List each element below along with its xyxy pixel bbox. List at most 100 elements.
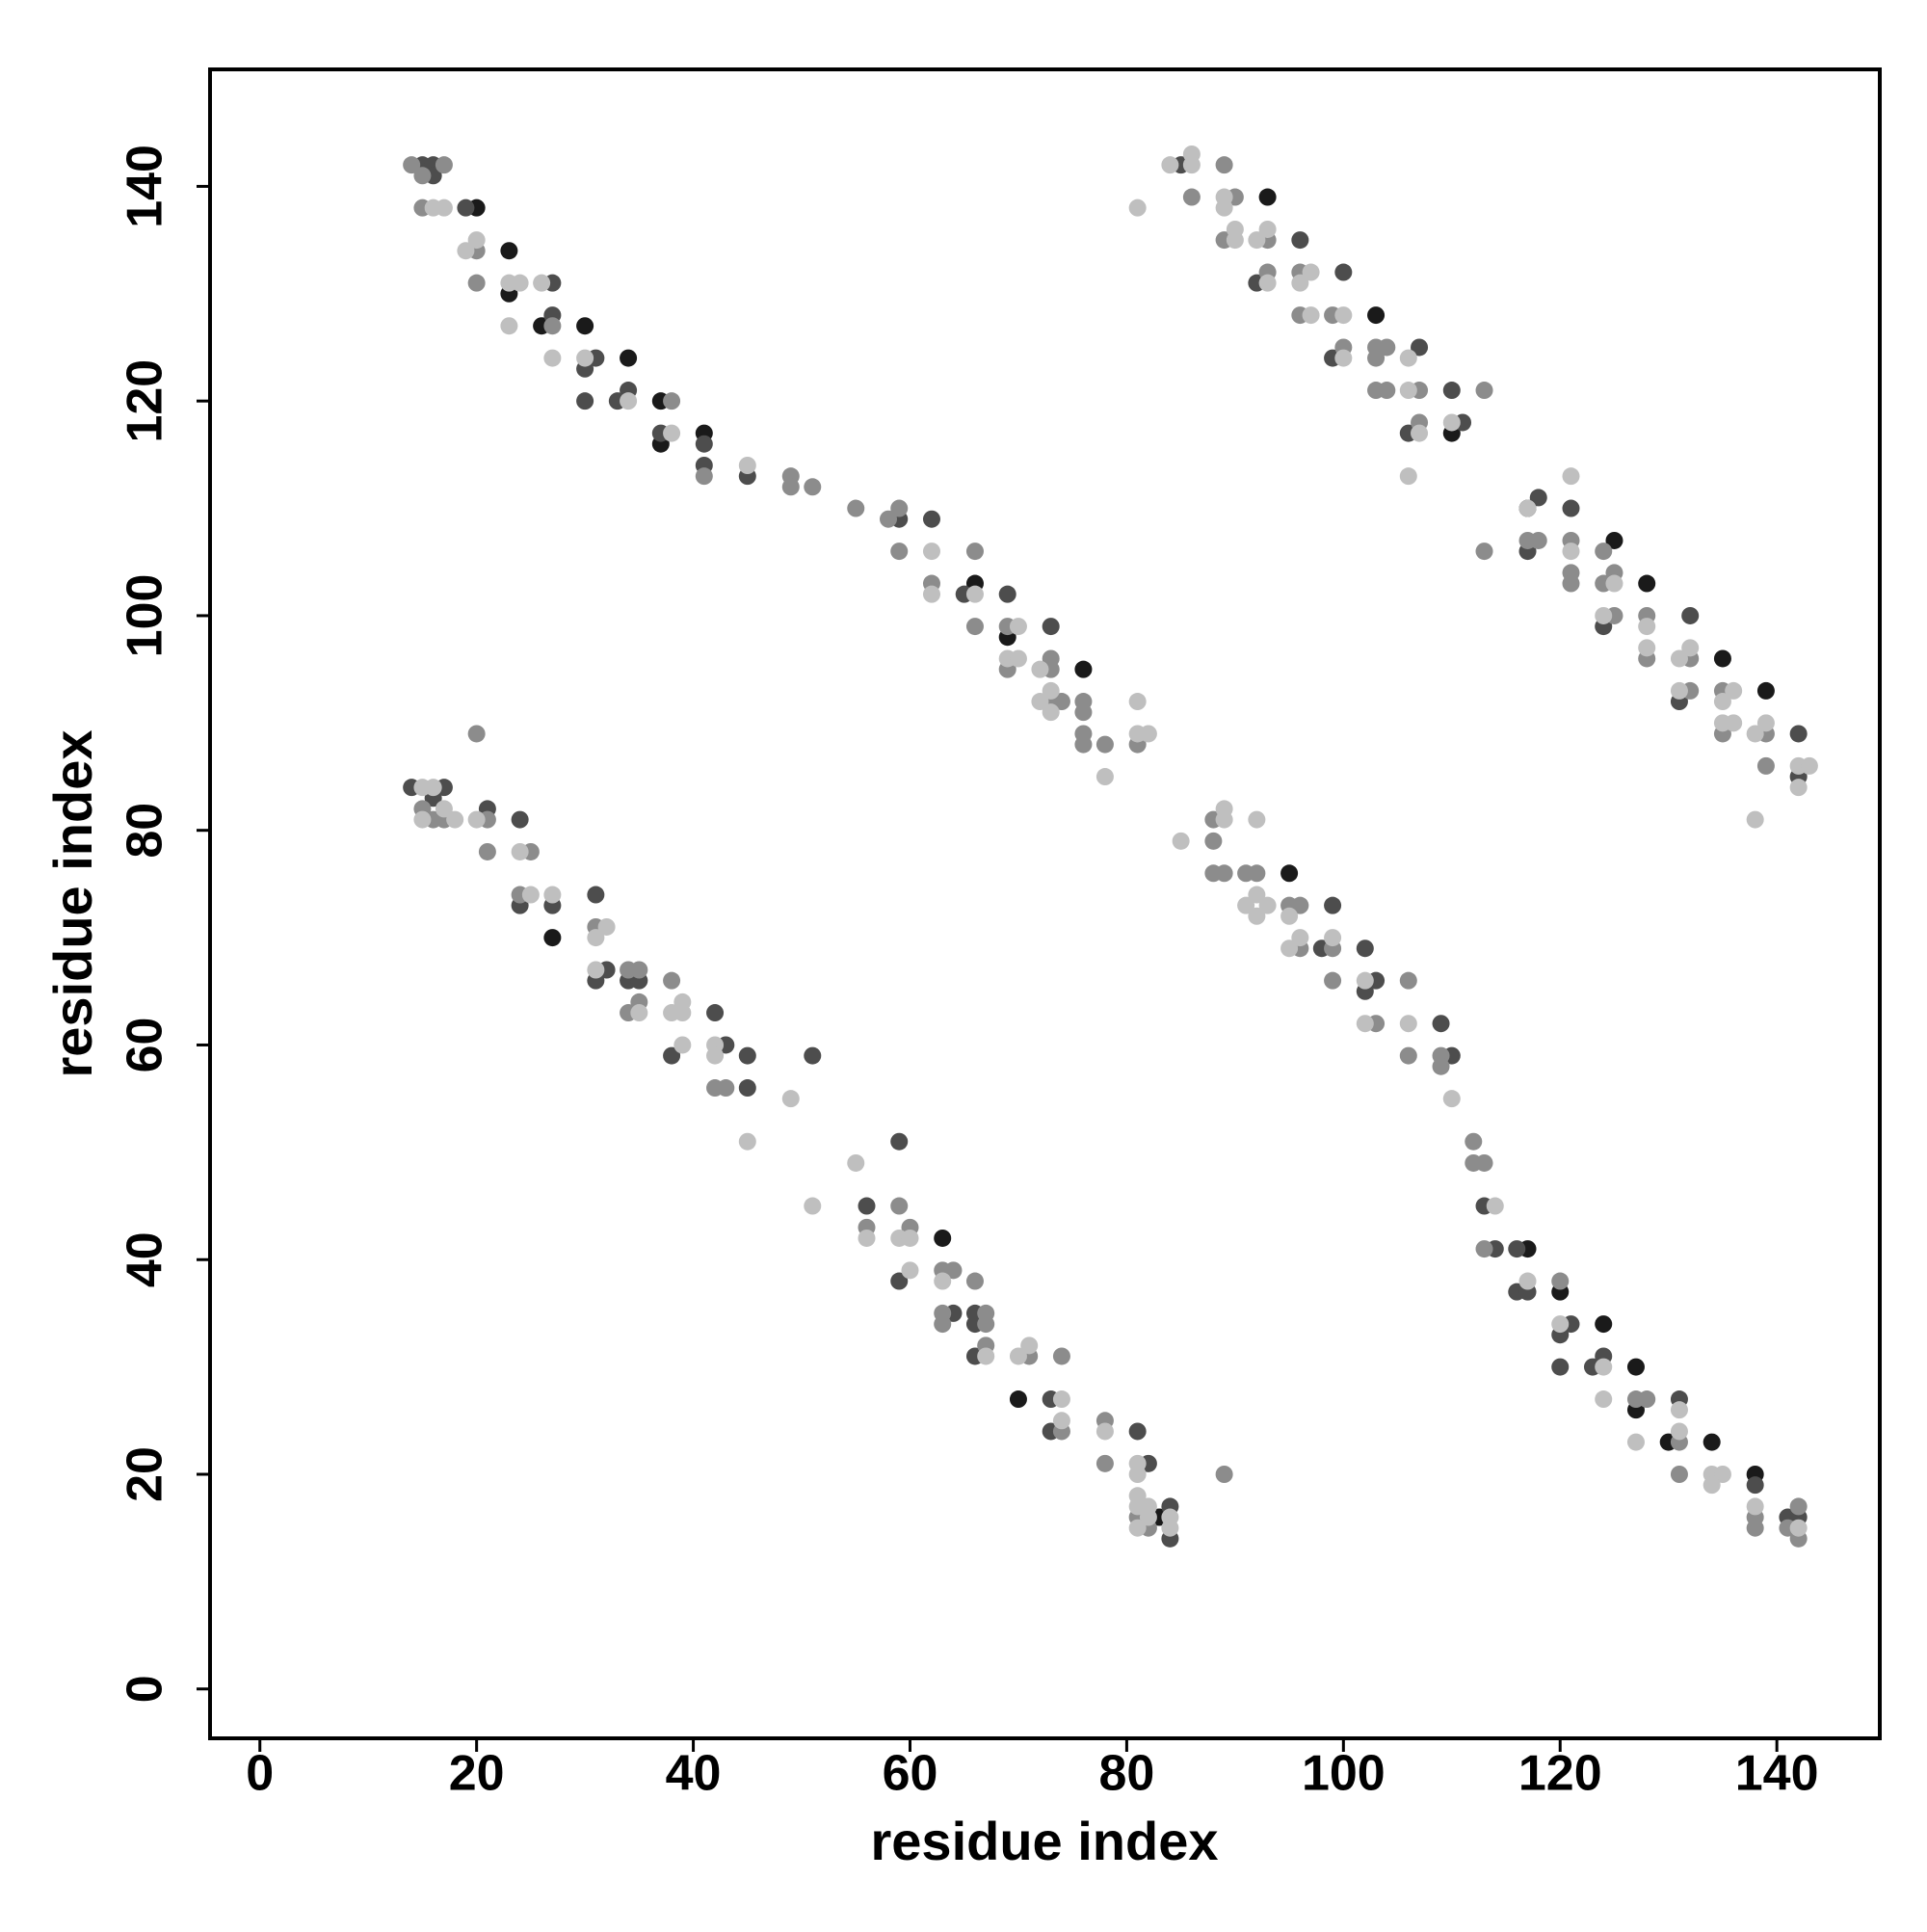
point <box>1356 1015 1374 1033</box>
point <box>1095 1454 1114 1472</box>
point <box>1324 971 1342 990</box>
point <box>1334 349 1353 367</box>
point <box>543 886 562 904</box>
point <box>890 543 909 561</box>
point <box>1334 306 1353 325</box>
point <box>706 1046 725 1065</box>
point <box>1280 940 1299 958</box>
point <box>1475 1240 1493 1258</box>
point <box>934 1315 952 1334</box>
point <box>1432 1057 1450 1075</box>
point <box>1020 1337 1039 1355</box>
point <box>738 1132 756 1151</box>
point <box>1009 618 1027 636</box>
point <box>890 1132 909 1151</box>
point <box>1009 1390 1027 1409</box>
point <box>847 499 865 517</box>
point <box>1789 725 1808 743</box>
point <box>804 1197 822 1215</box>
point <box>934 1229 952 1247</box>
point <box>1399 1015 1417 1033</box>
point <box>1399 382 1417 400</box>
point <box>1291 231 1309 250</box>
point <box>630 1004 648 1022</box>
point <box>1042 703 1060 722</box>
point <box>922 543 940 561</box>
point <box>1789 779 1808 797</box>
point <box>1626 1358 1645 1376</box>
point <box>576 349 594 367</box>
point <box>1280 907 1299 925</box>
point <box>1128 1422 1147 1441</box>
point <box>1518 1272 1537 1290</box>
y-tick-label: 60 <box>118 1018 173 1073</box>
point <box>1670 1422 1688 1441</box>
point <box>663 392 681 410</box>
point <box>1248 810 1266 829</box>
point <box>1756 714 1775 732</box>
point <box>1595 543 1613 561</box>
point <box>478 842 496 860</box>
point <box>1215 198 1233 217</box>
point <box>533 274 551 292</box>
point <box>1258 220 1277 238</box>
point <box>1551 1315 1570 1334</box>
x-tick-label: 0 <box>246 1746 274 1802</box>
point <box>1031 693 1049 711</box>
point <box>1291 929 1309 947</box>
point <box>1529 489 1547 507</box>
point <box>1442 382 1461 400</box>
point <box>965 618 984 636</box>
point <box>738 1079 756 1098</box>
point <box>858 1197 876 1215</box>
x-tick-label: 40 <box>666 1746 722 1802</box>
point <box>1302 306 1320 325</box>
point <box>1291 274 1309 292</box>
point <box>1399 1046 1417 1065</box>
point <box>663 971 681 990</box>
point <box>781 478 800 496</box>
point <box>511 274 529 292</box>
point <box>804 1046 822 1065</box>
point <box>738 457 756 475</box>
point <box>1334 263 1353 281</box>
point <box>1052 1412 1070 1430</box>
point <box>804 478 822 496</box>
point <box>847 1153 865 1172</box>
point <box>1638 1390 1656 1409</box>
point <box>1670 1401 1688 1419</box>
point <box>1095 735 1114 754</box>
point <box>1215 156 1233 174</box>
point <box>922 510 940 528</box>
y-tick-label: 20 <box>118 1446 173 1502</box>
point <box>1095 1422 1114 1441</box>
point <box>1258 188 1277 206</box>
point <box>1595 1358 1613 1376</box>
point <box>1713 1465 1731 1483</box>
y-tick-label: 120 <box>118 359 173 443</box>
point <box>1562 543 1580 561</box>
point <box>1378 338 1396 357</box>
point <box>587 961 605 979</box>
point <box>1442 413 1461 432</box>
point <box>1291 896 1309 914</box>
point <box>543 349 562 367</box>
point <box>1074 703 1093 722</box>
y-tick-label: 0 <box>118 1675 173 1703</box>
x-tick-label: 140 <box>1735 1746 1819 1802</box>
y-axis-title: residue index <box>42 729 103 1077</box>
point <box>1280 864 1299 883</box>
point <box>1128 693 1147 711</box>
point <box>1670 649 1688 668</box>
point <box>1518 499 1537 517</box>
point <box>1042 681 1060 700</box>
point <box>500 317 518 335</box>
point <box>1595 606 1613 624</box>
point <box>998 585 1016 603</box>
point <box>1204 832 1223 850</box>
point <box>1237 896 1255 914</box>
point <box>706 1004 725 1022</box>
point <box>1703 1433 1721 1451</box>
point <box>1595 1315 1613 1334</box>
